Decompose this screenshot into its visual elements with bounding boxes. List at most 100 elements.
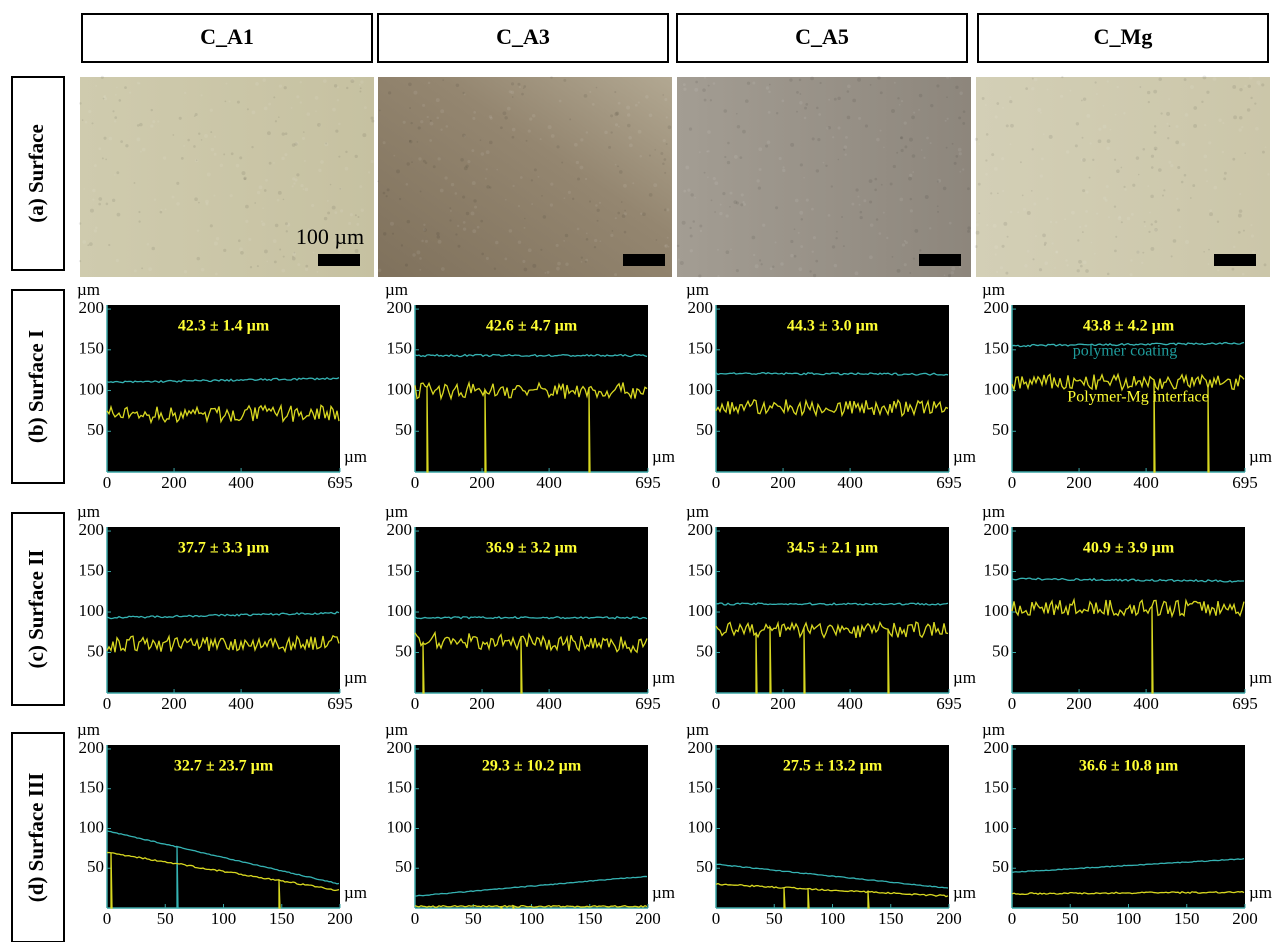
x-tick-label: 400 <box>1133 473 1159 492</box>
texture <box>846 90 850 93</box>
texture <box>1241 126 1244 129</box>
texture <box>886 236 889 240</box>
texture <box>1102 104 1105 107</box>
y-tick-label: 150 <box>984 339 1010 358</box>
texture <box>766 140 771 144</box>
texture <box>111 198 116 203</box>
y-tick-label: 200 <box>688 520 714 539</box>
texture <box>1244 152 1246 155</box>
thickness-label: 42.6 ± 4.7 µm <box>486 318 578 335</box>
texture <box>326 199 329 202</box>
texture <box>752 81 756 85</box>
texture <box>1150 154 1155 158</box>
texture <box>196 229 200 232</box>
texture <box>292 255 294 258</box>
texture <box>1006 235 1009 238</box>
y-tick-label: 200 <box>79 738 105 757</box>
texture <box>241 171 246 176</box>
texture <box>204 134 208 138</box>
texture <box>805 198 809 202</box>
texture <box>628 143 633 148</box>
texture <box>198 201 200 204</box>
texture <box>908 176 912 181</box>
texture <box>1106 139 1111 144</box>
texture <box>1222 121 1225 125</box>
texture <box>101 157 104 160</box>
x-tick-label: 200 <box>469 473 495 492</box>
texture <box>511 127 516 132</box>
texture <box>1250 234 1254 238</box>
scale-bar <box>919 254 961 266</box>
texture <box>274 120 278 123</box>
texture <box>694 87 699 92</box>
texture <box>417 126 421 130</box>
texture <box>662 94 665 96</box>
texture <box>648 154 652 157</box>
texture <box>798 267 803 272</box>
texture <box>521 92 524 96</box>
texture <box>683 189 687 193</box>
texture <box>614 163 617 166</box>
texture <box>879 91 883 95</box>
texture <box>1095 93 1098 95</box>
texture <box>393 154 396 157</box>
texture <box>225 82 228 85</box>
texture <box>465 164 469 168</box>
texture <box>799 210 804 215</box>
texture <box>614 112 619 117</box>
texture <box>1075 122 1080 126</box>
coating-line <box>715 602 949 606</box>
texture <box>614 90 617 94</box>
texture <box>903 263 907 267</box>
texture <box>278 116 280 118</box>
texture <box>1116 85 1119 89</box>
texture <box>957 147 962 152</box>
y-tick-label: 50 <box>87 857 104 876</box>
texture <box>361 235 365 239</box>
y-tick-label: 50 <box>395 641 412 660</box>
texture <box>527 129 531 133</box>
texture <box>462 220 466 224</box>
texture <box>108 243 111 247</box>
texture <box>591 103 595 106</box>
texture <box>416 141 419 143</box>
texture <box>416 250 421 255</box>
texture <box>1143 220 1146 223</box>
x-tick-label: 695 <box>936 473 962 492</box>
texture <box>312 251 315 254</box>
texture <box>955 85 959 89</box>
texture <box>449 219 452 222</box>
texture <box>903 239 907 243</box>
texture <box>1022 207 1027 211</box>
texture <box>830 185 833 188</box>
texture <box>858 116 862 120</box>
texture <box>508 229 513 233</box>
texture <box>626 123 631 128</box>
texture <box>869 223 874 227</box>
texture <box>660 151 664 155</box>
texture <box>1060 94 1064 98</box>
texture <box>151 246 156 251</box>
texture <box>261 222 266 227</box>
texture <box>281 268 286 273</box>
texture <box>229 194 233 198</box>
texture <box>667 125 672 130</box>
texture <box>717 275 720 278</box>
texture <box>296 95 300 99</box>
texture <box>996 102 1000 105</box>
scale-bar <box>1214 254 1256 266</box>
texture <box>344 166 349 171</box>
texture <box>1223 177 1227 181</box>
texture <box>105 202 109 206</box>
x-tick-label: 100 <box>1116 909 1142 928</box>
texture <box>357 215 360 218</box>
x-tick-label: 50 <box>157 909 174 928</box>
x-unit: µm <box>344 668 367 687</box>
texture <box>610 233 614 238</box>
texture <box>1037 107 1042 112</box>
texture <box>712 82 716 85</box>
texture <box>827 214 831 217</box>
texture <box>772 265 775 268</box>
texture <box>913 111 916 114</box>
texture <box>679 261 684 266</box>
